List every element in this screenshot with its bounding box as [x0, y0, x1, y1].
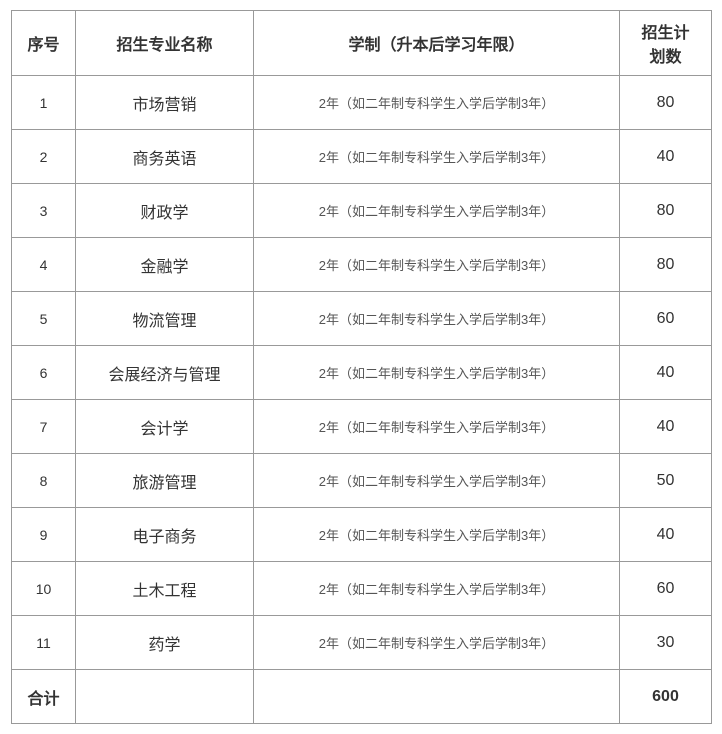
table-row: 5物流管理2年（如二年制专科学生入学后学制3年）60 [12, 292, 712, 346]
header-plan: 招生计 划数 [620, 11, 712, 76]
cell-seq: 7 [12, 400, 76, 454]
header-plan-line2: 划数 [624, 43, 707, 67]
cell-seq: 8 [12, 454, 76, 508]
total-label: 合计 [12, 670, 76, 724]
cell-duration: 2年（如二年制专科学生入学后学制3年） [254, 130, 620, 184]
cell-seq: 11 [12, 616, 76, 670]
cell-seq: 10 [12, 562, 76, 616]
table-row: 10土木工程2年（如二年制专科学生入学后学制3年）60 [12, 562, 712, 616]
cell-seq: 2 [12, 130, 76, 184]
cell-major: 会展经济与管理 [76, 346, 254, 400]
cell-major: 土木工程 [76, 562, 254, 616]
cell-seq: 5 [12, 292, 76, 346]
cell-duration: 2年（如二年制专科学生入学后学制3年） [254, 508, 620, 562]
table-row: 7会计学2年（如二年制专科学生入学后学制3年）40 [12, 400, 712, 454]
total-value: 600 [620, 670, 712, 724]
cell-duration: 2年（如二年制专科学生入学后学制3年） [254, 562, 620, 616]
cell-seq: 4 [12, 238, 76, 292]
cell-major: 药学 [76, 616, 254, 670]
header-row: 序号 招生专业名称 学制（升本后学习年限） 招生计 划数 [12, 11, 712, 76]
header-duration: 学制（升本后学习年限） [254, 11, 620, 76]
cell-duration: 2年（如二年制专科学生入学后学制3年） [254, 400, 620, 454]
table-row: 2商务英语2年（如二年制专科学生入学后学制3年）40 [12, 130, 712, 184]
cell-plan: 50 [620, 454, 712, 508]
cell-seq: 1 [12, 76, 76, 130]
table-row: 11药学2年（如二年制专科学生入学后学制3年）30 [12, 616, 712, 670]
cell-duration: 2年（如二年制专科学生入学后学制3年） [254, 616, 620, 670]
total-empty-duration [254, 670, 620, 724]
cell-seq: 6 [12, 346, 76, 400]
cell-seq: 9 [12, 508, 76, 562]
table-row: 8旅游管理2年（如二年制专科学生入学后学制3年）50 [12, 454, 712, 508]
cell-plan: 40 [620, 400, 712, 454]
cell-major: 电子商务 [76, 508, 254, 562]
cell-major: 物流管理 [76, 292, 254, 346]
cell-duration: 2年（如二年制专科学生入学后学制3年） [254, 292, 620, 346]
table-row: 4金融学2年（如二年制专科学生入学后学制3年）80 [12, 238, 712, 292]
cell-duration: 2年（如二年制专科学生入学后学制3年） [254, 184, 620, 238]
cell-major: 旅游管理 [76, 454, 254, 508]
header-major: 招生专业名称 [76, 11, 254, 76]
cell-plan: 80 [620, 238, 712, 292]
table-row: 9电子商务2年（如二年制专科学生入学后学制3年）40 [12, 508, 712, 562]
table-row: 1市场营销2年（如二年制专科学生入学后学制3年）80 [12, 76, 712, 130]
header-seq: 序号 [12, 11, 76, 76]
enrollment-table: 序号 招生专业名称 学制（升本后学习年限） 招生计 划数 1市场营销2年（如二年… [11, 10, 712, 724]
cell-major: 金融学 [76, 238, 254, 292]
table-body: 1市场营销2年（如二年制专科学生入学后学制3年）802商务英语2年（如二年制专科… [12, 76, 712, 724]
cell-duration: 2年（如二年制专科学生入学后学制3年） [254, 454, 620, 508]
enrollment-table-container: 序号 招生专业名称 学制（升本后学习年限） 招生计 划数 1市场营销2年（如二年… [11, 10, 711, 724]
table-row: 3财政学2年（如二年制专科学生入学后学制3年）80 [12, 184, 712, 238]
cell-major: 商务英语 [76, 130, 254, 184]
cell-plan: 80 [620, 76, 712, 130]
cell-duration: 2年（如二年制专科学生入学后学制3年） [254, 238, 620, 292]
cell-plan: 40 [620, 130, 712, 184]
cell-major: 财政学 [76, 184, 254, 238]
table-total-row: 合计 600 [12, 670, 712, 724]
cell-plan: 40 [620, 508, 712, 562]
table-header: 序号 招生专业名称 学制（升本后学习年限） 招生计 划数 [12, 11, 712, 76]
total-empty-major [76, 670, 254, 724]
cell-duration: 2年（如二年制专科学生入学后学制3年） [254, 346, 620, 400]
cell-plan: 30 [620, 616, 712, 670]
cell-duration: 2年（如二年制专科学生入学后学制3年） [254, 76, 620, 130]
cell-seq: 3 [12, 184, 76, 238]
cell-plan: 80 [620, 184, 712, 238]
cell-plan: 60 [620, 562, 712, 616]
cell-major: 市场营销 [76, 76, 254, 130]
header-plan-line1: 招生计 [624, 19, 707, 43]
table-row: 6会展经济与管理2年（如二年制专科学生入学后学制3年）40 [12, 346, 712, 400]
cell-plan: 40 [620, 346, 712, 400]
cell-plan: 60 [620, 292, 712, 346]
cell-major: 会计学 [76, 400, 254, 454]
